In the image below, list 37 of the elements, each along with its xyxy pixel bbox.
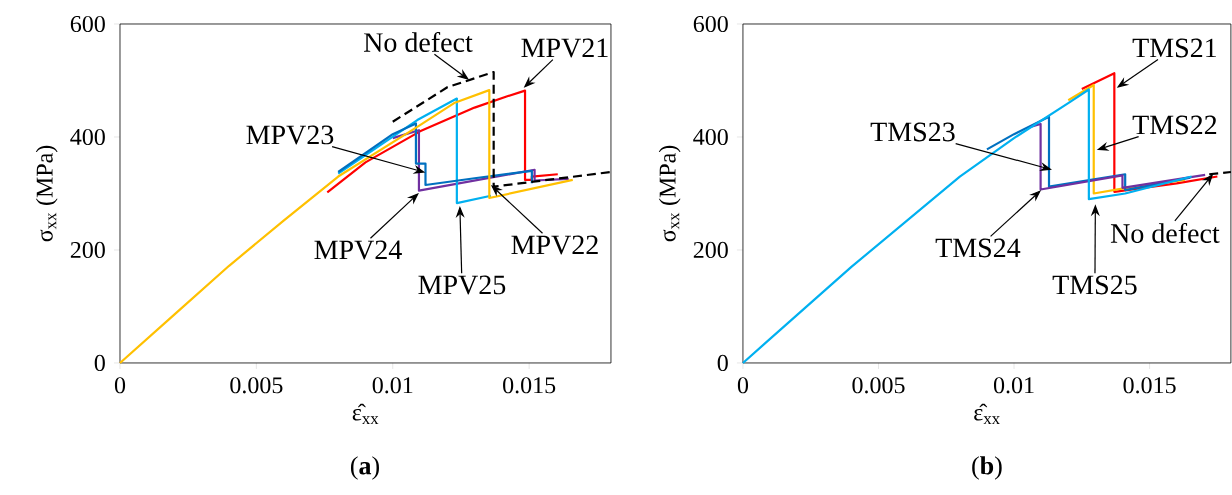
y-tick-label: 200	[70, 241, 105, 259]
y-tick-label: 400	[70, 128, 105, 146]
annotation: No defect	[1110, 222, 1220, 243]
annotation: MPV24	[314, 240, 402, 260]
y-tick-label: 600	[693, 15, 728, 33]
y-axis-title: σ$_{xx}$ (MPa)	[35, 145, 58, 242]
annotation: MPV23	[246, 125, 334, 145]
annotation: TMS25	[1052, 275, 1137, 295]
line-series	[391, 129, 570, 192]
text: (a)	[350, 456, 379, 480]
x-tick-label: 0.01	[993, 377, 1034, 394]
x-tick-label: 0	[737, 377, 749, 394]
y-tick-label: 0	[717, 354, 728, 372]
y-tick-label: 600	[70, 15, 105, 33]
annotation: TMS21	[1132, 38, 1216, 58]
x-tick-label: 0.015	[503, 377, 556, 394]
annotation: TMS22	[1132, 115, 1217, 135]
text: (b)	[972, 456, 1002, 480]
x-axis-title: ε̂$_{xx}$	[974, 403, 1000, 425]
x-tick-label: 0.01	[372, 377, 413, 394]
y-tick-label: 0	[94, 354, 105, 372]
annotation: No defect	[363, 32, 473, 53]
x-axis-title: ε̂$_{xx}$	[352, 403, 379, 425]
y-tick-label: 400	[693, 128, 728, 146]
annotation: MPV25	[418, 275, 506, 295]
annotation: MPV22	[511, 235, 598, 255]
line-series	[337, 122, 533, 187]
x-tick-label: 0.005	[230, 377, 283, 394]
line-series	[1080, 72, 1219, 193]
x-tick-label: 0.005	[852, 377, 905, 394]
annotation: TMS23	[870, 122, 955, 142]
annotation: MPV21	[521, 38, 608, 58]
y-axis-title: σ$_{xx}$ (MPa)	[658, 145, 681, 242]
annotation: TMS24	[935, 238, 1021, 258]
x-tick-label: 0	[114, 377, 126, 394]
y-tick-label: 200	[693, 241, 728, 259]
x-tick-label: 0.015	[1123, 377, 1176, 394]
